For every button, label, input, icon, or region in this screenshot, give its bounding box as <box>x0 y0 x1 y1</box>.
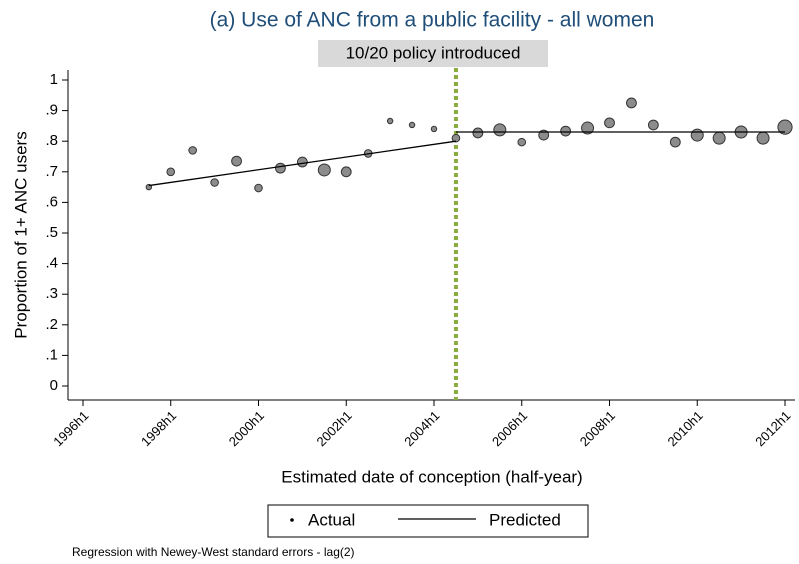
data-point <box>472 127 484 139</box>
y-tick-label: .3 <box>45 285 58 302</box>
legend-label: Actual <box>308 510 355 529</box>
y-tick-label: .7 <box>45 163 58 180</box>
x-tick-label: 1998h1 <box>138 408 179 449</box>
x-tick-label: 2006h1 <box>489 408 530 449</box>
y-tick-label: 0 <box>50 377 58 394</box>
data-point <box>430 125 438 133</box>
chart-title: (a) Use of ANC from a public facility - … <box>210 9 655 32</box>
predicted-line <box>148 140 457 187</box>
legend <box>267 504 589 538</box>
y-tick-label: .4 <box>45 255 58 272</box>
x-tick-label: 2000h1 <box>226 408 267 449</box>
y-tick-label: .6 <box>45 193 58 210</box>
data-point <box>210 178 219 187</box>
data-point <box>756 131 770 145</box>
y-tick-label: .2 <box>45 316 58 333</box>
data-point <box>386 117 394 125</box>
data-point <box>451 133 461 143</box>
footnote: Regression with Newey-West standard erro… <box>72 545 355 559</box>
y-tick-label: .8 <box>45 132 58 149</box>
data-point <box>254 183 263 193</box>
x-axis-title: Estimated date of conception (half-year) <box>281 467 582 486</box>
data-point <box>340 166 352 178</box>
data-point <box>626 97 637 109</box>
annotation: 10/20 policy introduced <box>346 43 521 62</box>
x-tick-label: 2012h1 <box>752 408 793 449</box>
annotation-box <box>318 40 548 67</box>
y-tick-label: .9 <box>45 102 58 119</box>
x-tick-label: 2002h1 <box>314 408 355 449</box>
data-point <box>712 131 726 145</box>
y-tick-label: 1 <box>50 71 58 88</box>
data-point <box>188 146 197 155</box>
data-point <box>669 136 681 148</box>
x-tick-label: 1996h1 <box>50 408 91 449</box>
data-point <box>275 162 286 174</box>
data-point <box>408 121 416 129</box>
legend-label: Predicted <box>489 510 561 529</box>
x-tick-label: 2008h1 <box>577 408 618 449</box>
data-point <box>690 128 704 142</box>
x-tick-label: 2010h1 <box>665 408 706 449</box>
data-point <box>581 121 595 135</box>
data-point <box>777 119 793 135</box>
data-point <box>493 123 507 137</box>
data-point <box>317 163 331 177</box>
data-point <box>166 167 176 177</box>
data-point <box>647 119 659 131</box>
legend-marker <box>290 518 294 522</box>
data-point <box>231 155 242 167</box>
y-tick-label: .1 <box>45 346 58 363</box>
data-point <box>604 117 615 129</box>
y-tick-label: .5 <box>45 224 58 241</box>
y-axis-title: Proportion of 1+ ANC users <box>11 131 30 338</box>
data-point <box>296 156 308 168</box>
data-point <box>560 125 572 137</box>
data-point <box>517 137 527 147</box>
x-tick-label: 2004h1 <box>401 408 442 449</box>
